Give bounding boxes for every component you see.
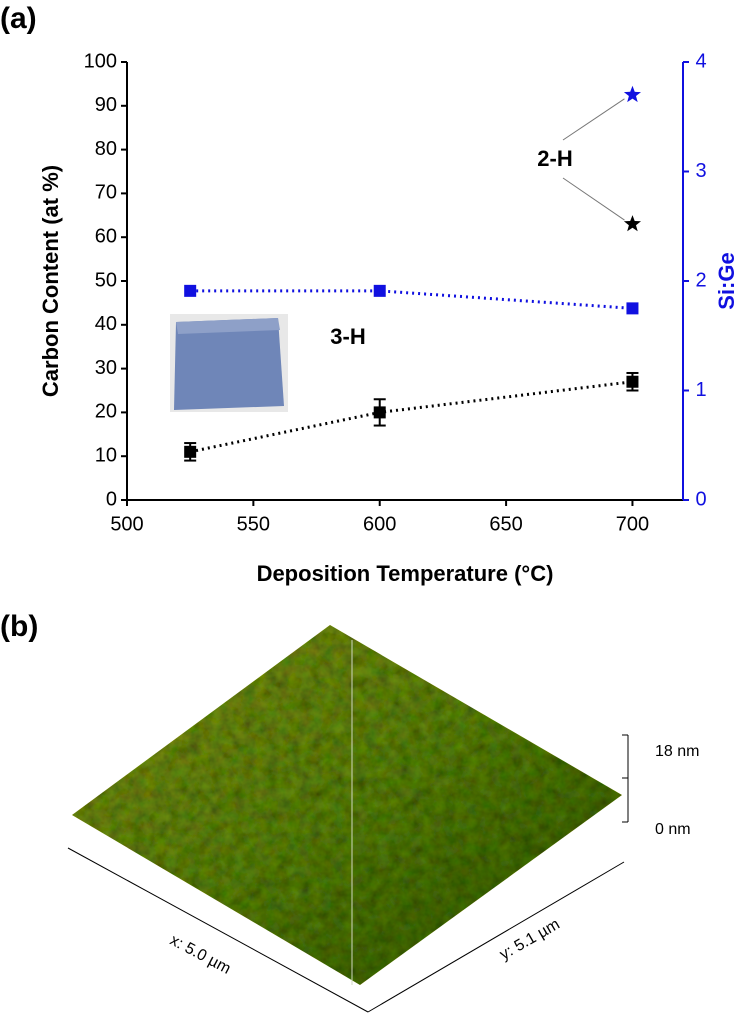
- y-tick-label: 80: [95, 138, 117, 160]
- inset-photo: [170, 314, 288, 412]
- panel-label: (a): [0, 2, 37, 35]
- annotation: 3-H: [330, 324, 365, 349]
- series-line: [190, 289, 633, 310]
- marker: [373, 284, 386, 297]
- y-tick-label: 60: [95, 225, 117, 247]
- marker: [373, 406, 386, 419]
- y-tick-label: 0: [106, 488, 117, 510]
- y-tick-label: 30: [95, 357, 117, 379]
- marker: [626, 375, 639, 388]
- y-tick-label: 100: [84, 50, 117, 72]
- y-size-label: y: 5.1 µm: [497, 916, 563, 964]
- x-tick-label: 650: [489, 513, 522, 535]
- y-axis-title: Carbon Content (at %): [38, 165, 63, 397]
- y-tick-label: 20: [95, 401, 117, 423]
- z-max-label: 18 nm: [655, 743, 699, 760]
- y2-tick-label: 4: [695, 50, 706, 72]
- marker: [623, 215, 641, 232]
- annotation-line: [562, 177, 625, 221]
- y2-tick-label: 0: [695, 488, 706, 510]
- x-tick-label: 550: [237, 513, 270, 535]
- annotation: 2-H: [537, 146, 572, 171]
- afm-surface: [67, 625, 629, 1013]
- y2-tick-label: 2: [695, 269, 706, 291]
- y-tick-label: 70: [95, 182, 117, 204]
- annotation-line: [562, 98, 625, 141]
- x-size-label: x: 5.0 µm: [167, 932, 233, 978]
- y-tick-label: 40: [95, 313, 117, 335]
- marker: [623, 85, 641, 103]
- y2-axis-title: Si:Ge: [714, 252, 737, 309]
- y-tick-label: 10: [95, 444, 117, 466]
- marker: [626, 302, 639, 315]
- marker: [184, 284, 197, 297]
- y2-tick-label: 3: [695, 160, 706, 182]
- x-axis-title: Deposition Temperature (°C): [257, 561, 554, 586]
- marker: [184, 445, 197, 458]
- x-tick-label: 700: [616, 513, 649, 535]
- z-min-label: 0 nm: [655, 821, 691, 838]
- y-tick-label: 50: [95, 269, 117, 291]
- y2-tick-label: 1: [695, 379, 706, 401]
- panel-label: (b): [0, 610, 38, 643]
- x-tick-label: 500: [110, 513, 143, 535]
- y-tick-label: 90: [95, 94, 117, 116]
- x-tick-label: 600: [363, 513, 396, 535]
